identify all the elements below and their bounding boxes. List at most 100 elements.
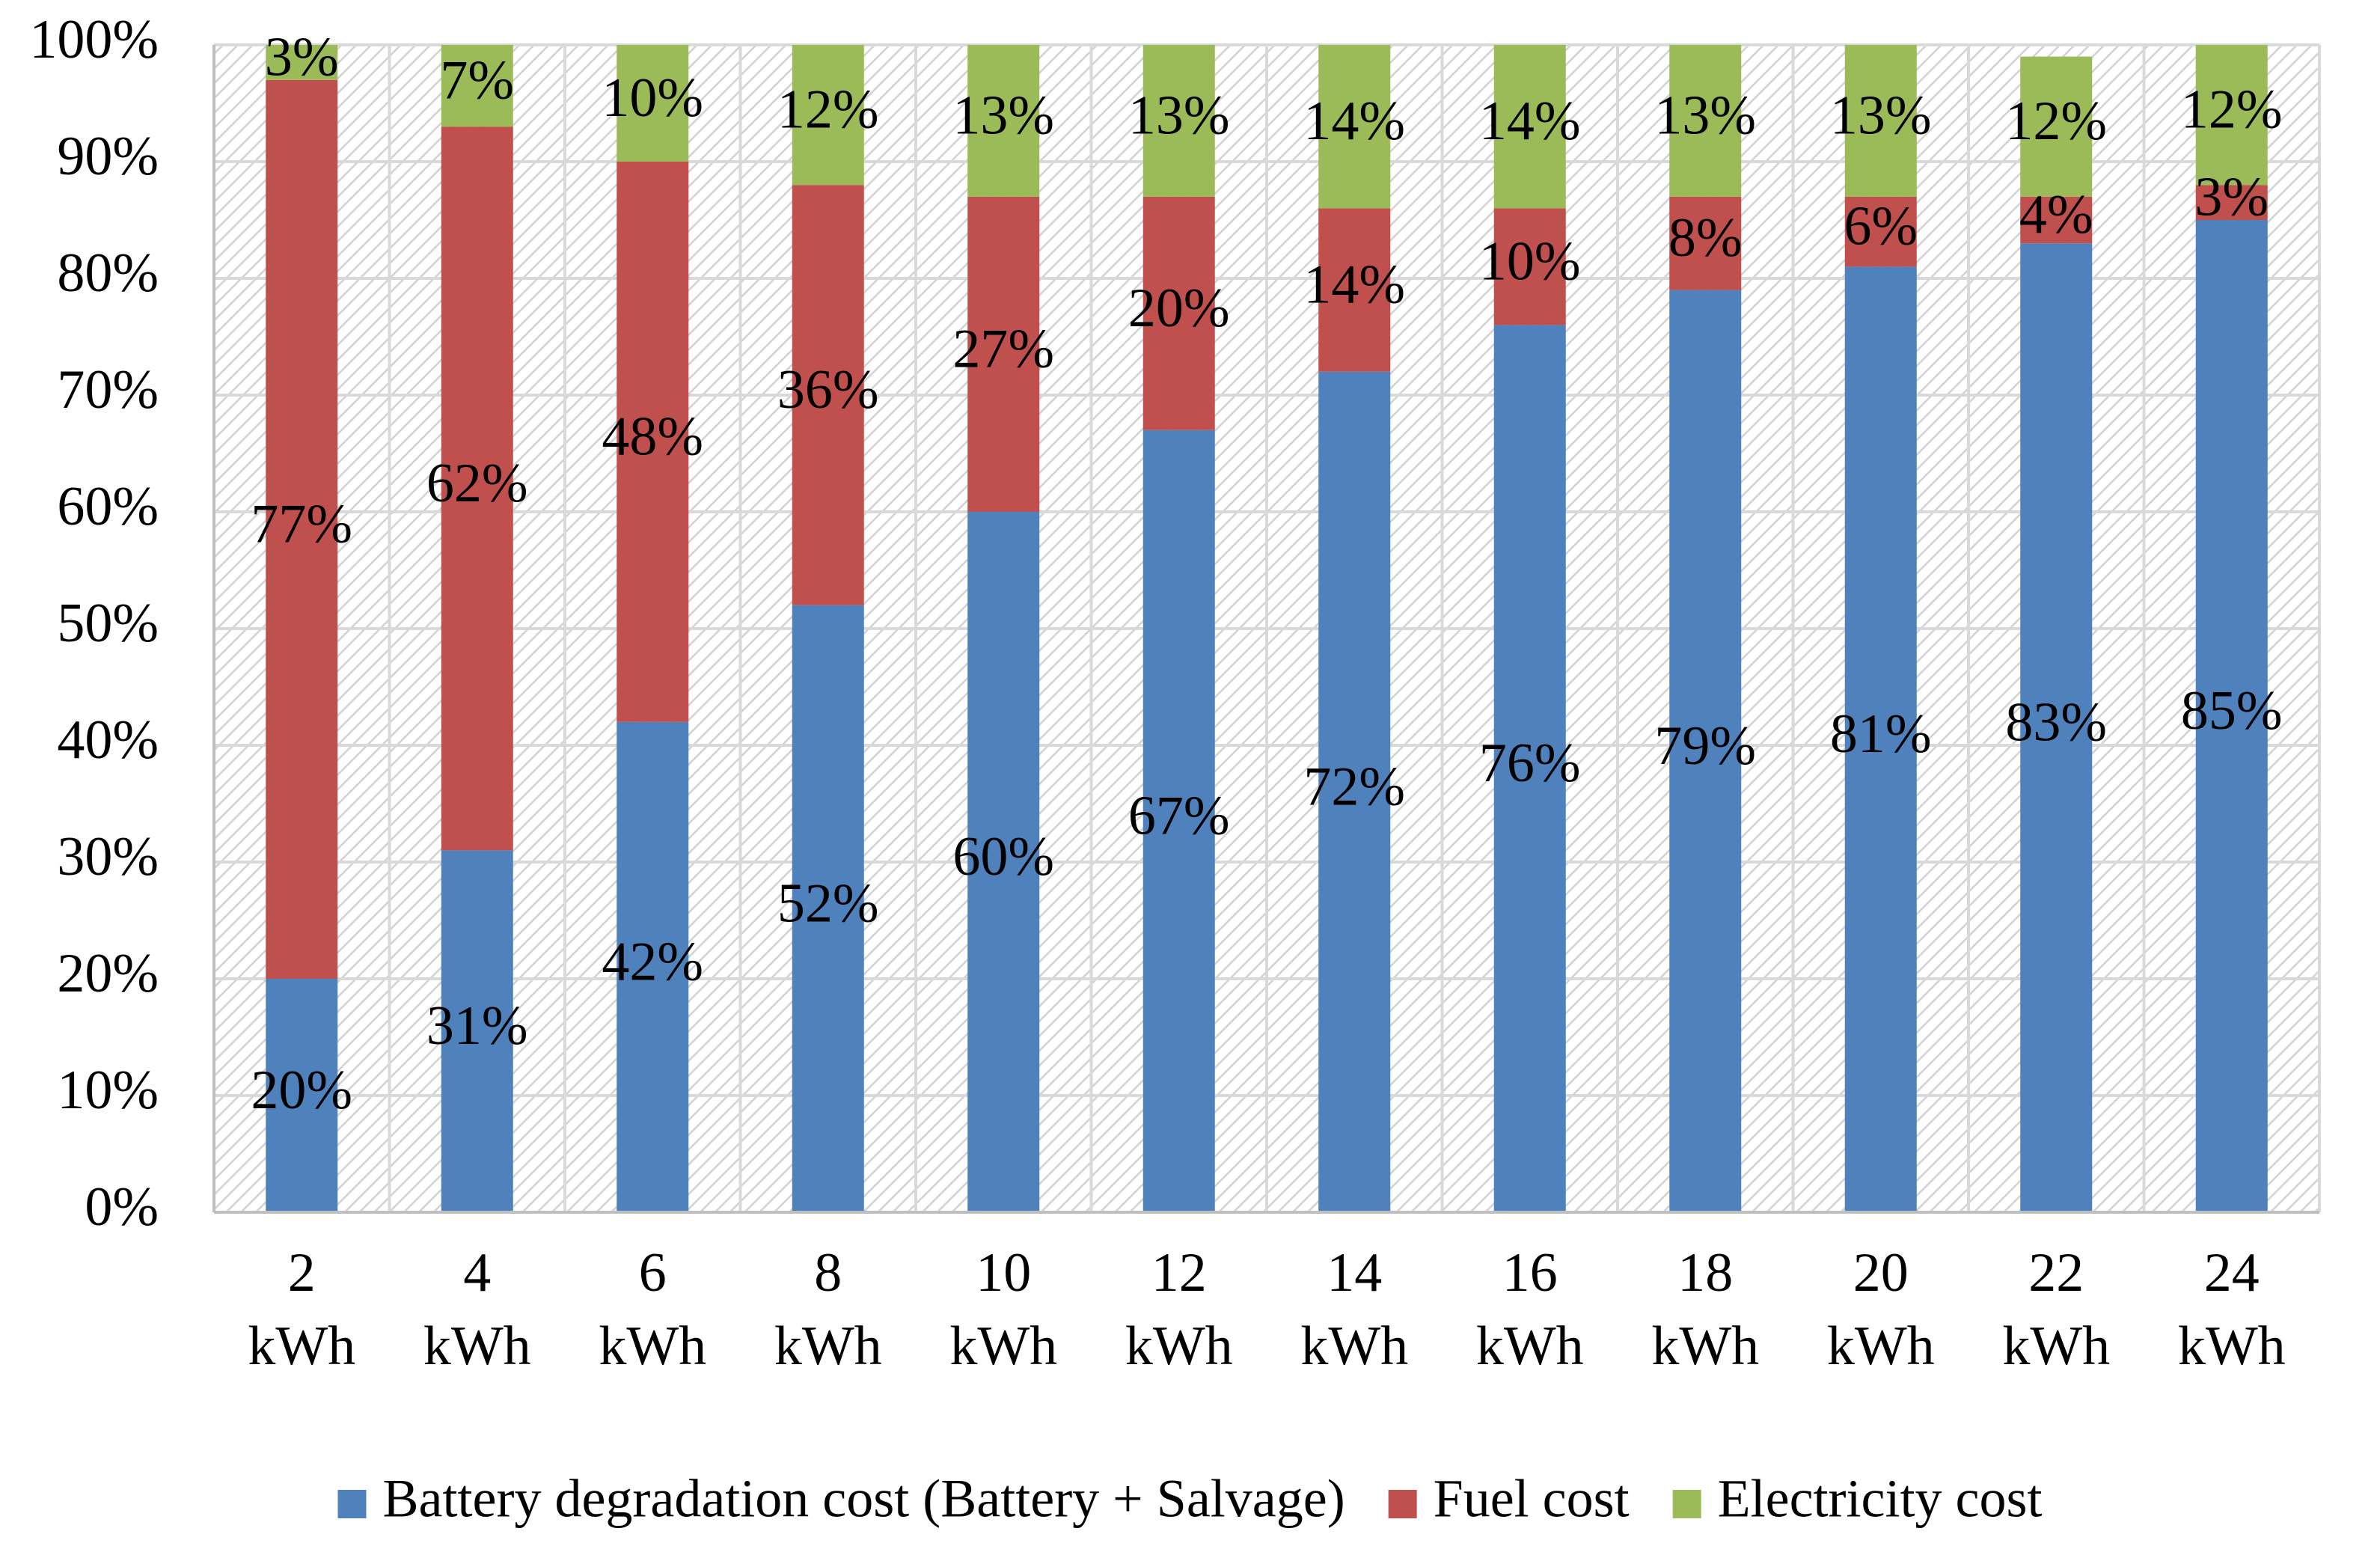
bar-segment [1493, 208, 1566, 326]
data-label: 79% [1654, 715, 1756, 777]
bar-segment [1669, 45, 1742, 197]
data-label: 12% [2005, 91, 2107, 152]
bar-segment [2020, 56, 2093, 197]
bar-segment [1669, 196, 1742, 290]
legend-label: Fuel cost [1434, 1469, 1630, 1529]
y-tick-label: 80% [57, 242, 159, 304]
bar-segment [1318, 45, 1391, 209]
data-label: 76% [1479, 733, 1581, 794]
bar-segment [2020, 196, 2093, 244]
bar-segment [1493, 325, 1566, 1212]
bar-segment [2195, 45, 2268, 186]
x-tick-label: 24 kWh [2178, 1242, 2286, 1377]
x-tick-label: 4 kWh [423, 1242, 531, 1377]
x-tick-label: 8 kWh [774, 1242, 882, 1377]
x-tick-label: 16 kWh [1476, 1242, 1584, 1377]
data-label: 3% [265, 26, 339, 88]
x-tick-label: 20 kWh [1827, 1242, 1935, 1377]
data-label: 72% [1303, 756, 1405, 817]
y-tick-label: 20% [57, 943, 159, 1004]
data-label: 27% [952, 318, 1054, 379]
bar-segment [1142, 430, 1215, 1212]
bar-series [266, 45, 2268, 1213]
data-label: 83% [2005, 692, 2107, 754]
data-label: 10% [602, 67, 703, 129]
bar-segment [967, 512, 1040, 1212]
bar-segment [1493, 45, 1566, 209]
legend-label: Electricity cost [1718, 1469, 2043, 1529]
bar-segment [617, 45, 689, 162]
y-tick-label: 10% [57, 1060, 159, 1121]
data-label: 62% [426, 453, 528, 514]
data-label: 67% [1128, 785, 1230, 846]
y-tick-label: 40% [57, 709, 159, 771]
legend-item: Battery degradation cost (Battery + Salv… [337, 1469, 1345, 1529]
data-label: 77% [251, 493, 352, 554]
axes: 0% 10% 20% 30% 40% 50% 60% 70% 80% 90% 100% 2 kWh 4 kW… [29, 9, 2319, 1377]
data-label: 13% [1128, 85, 1230, 146]
bar-segment [792, 185, 864, 605]
bar-segment [1318, 371, 1391, 1212]
gridlines [212, 43, 2321, 1214]
bar-segment [1669, 290, 1742, 1213]
data-label: 13% [1830, 85, 1932, 146]
data-label: 13% [952, 85, 1054, 146]
bar-segment [441, 45, 513, 127]
x-tick-label: 18 kWh [1651, 1242, 1759, 1377]
bar-segment [1844, 45, 1917, 197]
bar-segment [441, 850, 513, 1212]
data-label: 14% [1479, 91, 1581, 152]
x-tick-label: 22 kWh [2002, 1242, 2110, 1377]
data-label: 31% [426, 995, 528, 1057]
data-label: 12% [777, 79, 879, 141]
legend-swatch [1388, 1490, 1417, 1518]
data-label: 13% [1654, 85, 1756, 146]
data-label: 14% [1303, 91, 1405, 152]
data-label: 48% [602, 406, 703, 467]
bar-segment [266, 979, 338, 1212]
data-label: 12% [2181, 79, 2283, 141]
bar-segment [617, 162, 689, 722]
data-label: 52% [777, 873, 879, 934]
data-label: 36% [777, 359, 879, 421]
bar-segment [967, 45, 1040, 197]
y-tick-label: 30% [57, 826, 159, 887]
data-label: 60% [952, 826, 1054, 887]
bar-segment [1844, 196, 1917, 267]
legend-swatch [1672, 1490, 1701, 1518]
bar-segment [266, 45, 338, 80]
bar-segment [617, 721, 689, 1212]
bar-segment [1844, 266, 1917, 1212]
legend-item: Fuel cost [1388, 1469, 1630, 1529]
legend-item: Electricity cost [1672, 1469, 2043, 1529]
legend: Battery degradation cost (Battery + Salv… [337, 1469, 2043, 1529]
bar-segment [2020, 243, 2093, 1213]
data-label: 4% [2019, 184, 2093, 245]
y-tick-label: 0% [85, 1176, 159, 1238]
x-tick-label: 12 kWh [1125, 1242, 1233, 1377]
x-tick-label: 10 kWh [949, 1242, 1057, 1377]
data-label: 85% [2181, 680, 2283, 742]
bar-segment [2195, 220, 2268, 1212]
x-tick-label: 14 kWh [1300, 1242, 1408, 1377]
legend-label: Battery degradation cost (Battery + Salv… [383, 1469, 1345, 1529]
bar-segment [792, 605, 864, 1212]
data-labels: 20% 77% 3% 31% 62% 7% 42% 48% 10% 52% 36% 12% 60% 27%… [251, 26, 2282, 1121]
bar-segment [2195, 185, 2268, 220]
data-label: 42% [602, 931, 703, 992]
y-tick-label: 60% [57, 476, 159, 537]
bar-segment [441, 126, 513, 851]
y-tick-label: 50% [57, 593, 159, 654]
data-label: 20% [251, 1060, 352, 1121]
bar-segment [1318, 208, 1391, 372]
data-label: 14% [1303, 254, 1405, 316]
data-label: 8% [1668, 207, 1743, 269]
data-label: 7% [440, 50, 514, 111]
bar-segment [967, 196, 1040, 512]
data-label: 3% [2194, 167, 2269, 228]
y-tick-label: 90% [57, 126, 159, 187]
data-label: 6% [1844, 196, 1918, 257]
bar-segment [1142, 196, 1215, 430]
x-tick-label: 6 kWh [599, 1242, 706, 1377]
